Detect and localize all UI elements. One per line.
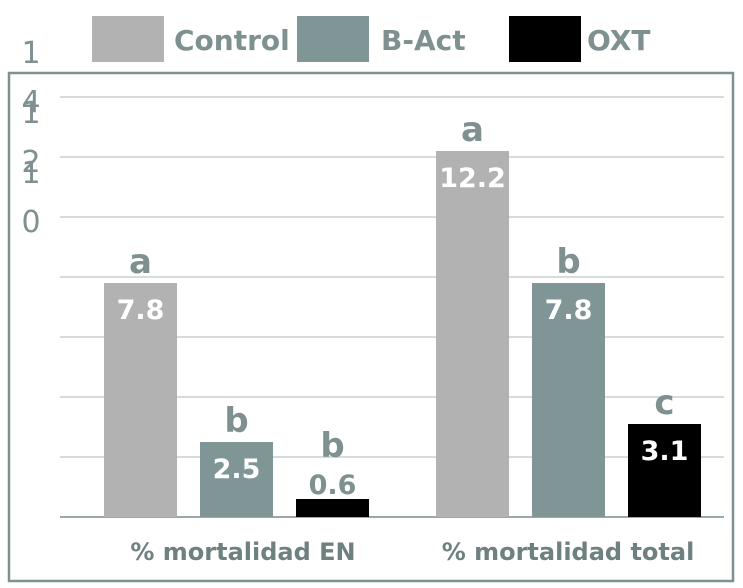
significance-letter: a [461, 110, 484, 150]
data-label: 12.2 [439, 163, 506, 194]
y-tick-label: 4 [21, 85, 40, 120]
bar-b-act-1 [200, 442, 273, 517]
legend: Control B-Act OXT [92, 16, 651, 62]
y-tick-label: 0 [21, 205, 40, 240]
significance-letter: b [320, 426, 344, 466]
significance-letter: b [224, 401, 248, 441]
y-tick-label: 1 [21, 156, 40, 191]
legend-label-control: Control [174, 24, 290, 57]
bar-oxt-2 [628, 424, 701, 517]
bar-oxt-1 [296, 499, 369, 517]
significance-letter: a [129, 242, 152, 282]
legend-label-b-act: B-Act [381, 24, 466, 57]
significance-letter: c [654, 383, 674, 423]
bars: 7.8 a 2.5 b 0.6 b 12.2 a 7.8 b 3.1 c [104, 110, 701, 517]
legend-swatch-control [92, 16, 164, 62]
data-label: 2.5 [213, 454, 261, 485]
data-label: 3.1 [641, 436, 689, 467]
bar-control-2 [436, 151, 509, 517]
legend-swatch-oxt [509, 16, 581, 62]
legend-swatch-b-act [297, 16, 369, 62]
data-label: 0.6 [309, 470, 357, 501]
x-category-label: % mortalidad EN [130, 538, 355, 566]
y-tick-label: 2 [21, 145, 40, 180]
y-tick-label: 1 [21, 36, 40, 71]
bar-b-act-2 [532, 283, 605, 517]
significance-letter: b [556, 242, 580, 282]
bar-control-1 [104, 283, 177, 517]
data-label: 7.8 [545, 295, 593, 326]
legend-label-oxt: OXT [587, 24, 651, 57]
y-tick-label: 1 [21, 96, 40, 131]
x-axis-categories: % mortalidad EN % mortalidad total [130, 538, 694, 566]
x-category-label: % mortalidad total [442, 538, 695, 566]
data-label: 7.8 [117, 295, 165, 326]
